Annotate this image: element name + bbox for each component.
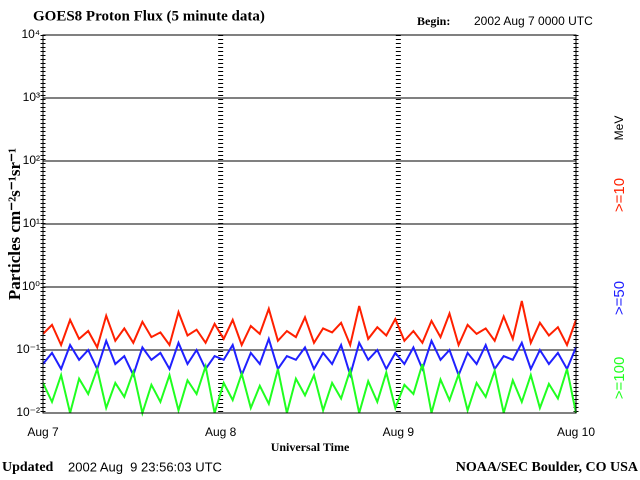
begin-value: 2002 Aug 7 0000 UTC: [474, 14, 593, 28]
x-tick-label: Aug 7: [27, 425, 59, 439]
y-tick-label: 10⁰: [22, 279, 40, 293]
x-tick-label: Aug 10: [557, 425, 595, 439]
credit: NOAA/SEC Boulder, CO USA: [456, 460, 639, 475]
y-tick-label: 10⁻²: [16, 405, 40, 419]
x-axis-label: Universal Time: [271, 440, 350, 454]
unit-label: MeV: [612, 116, 626, 141]
y-tick-label: 10¹: [23, 216, 40, 230]
y-tick-label: 10⁻¹: [16, 342, 40, 356]
legend-entry: >=10: [611, 178, 628, 212]
updated-label: Updated: [2, 460, 54, 475]
y-tick-label: 10³: [23, 90, 40, 104]
y-tick-label: 10²: [23, 153, 40, 167]
chart-title: GOES8 Proton Flux (5 minute data): [33, 8, 265, 24]
legend-entry: >=50: [611, 281, 628, 315]
legend-entry: >=100: [611, 357, 628, 400]
y-tick-label: 10⁴: [21, 27, 40, 41]
y-axis-label: Particles cm⁻²s⁻¹sr⁻¹: [5, 148, 24, 300]
plot-frame: [42, 34, 577, 414]
begin-label: Begin:: [417, 14, 450, 28]
series-line: [42, 335, 577, 379]
x-tick-label: Aug 8: [205, 425, 237, 439]
updated-value: 2002 Aug 9 23:56:03 UTC: [68, 459, 222, 474]
series-line: [42, 362, 577, 417]
x-tick-label: Aug 9: [383, 425, 415, 439]
series-line: [42, 300, 577, 351]
